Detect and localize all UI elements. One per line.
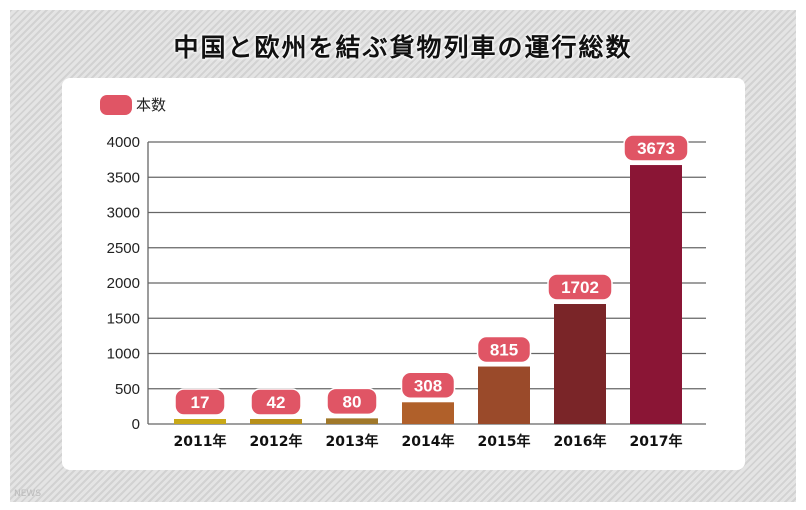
bar <box>630 165 682 424</box>
y-tick-label: 1500 <box>107 310 140 327</box>
data-label-pill <box>326 387 378 416</box>
data-label: 1702 <box>561 278 599 297</box>
bar <box>250 419 302 424</box>
data-label: 3673 <box>637 139 675 158</box>
y-tick-label: 3000 <box>107 205 140 222</box>
legend-swatch <box>100 94 132 115</box>
data-label-pill <box>400 371 456 400</box>
y-tick-label: 1000 <box>107 346 140 363</box>
watermark: NEWS <box>14 489 42 499</box>
bar <box>478 366 530 424</box>
y-tick-label: 4000 <box>107 134 140 151</box>
data-label: 308 <box>414 376 442 395</box>
data-label-pill <box>547 273 613 301</box>
y-tick-label: 3500 <box>107 169 140 186</box>
data-label-pill <box>174 388 226 416</box>
x-tick-label: 2013年 <box>326 433 379 450</box>
bar <box>402 402 454 424</box>
bar <box>554 304 606 424</box>
data-label-pill <box>623 134 689 162</box>
x-tick-label: 2016年 <box>554 433 607 450</box>
data-label-pill <box>250 388 302 416</box>
y-tick-label: 0 <box>132 416 140 433</box>
x-tick-label: 2011年 <box>174 433 227 450</box>
data-label: 815 <box>490 341 518 360</box>
y-tick-label: 2000 <box>107 275 140 292</box>
bar <box>174 419 226 424</box>
data-label-pill <box>476 335 532 364</box>
legend: 本数 <box>100 94 166 115</box>
data-label: 42 <box>267 393 286 412</box>
x-tick-label: 2012年 <box>250 433 303 450</box>
chart-title: 中国と欧州を結ぶ貨物列車の運行総数 <box>173 33 633 62</box>
y-tick-label: 2500 <box>107 240 140 257</box>
data-label: 80 <box>343 392 362 411</box>
data-label: 17 <box>191 393 210 412</box>
x-tick-label: 2017年 <box>630 433 683 450</box>
bar <box>326 418 378 424</box>
x-tick-label: 2014年 <box>402 433 455 450</box>
y-tick-label: 500 <box>115 381 140 398</box>
x-tick-label: 2015年 <box>478 433 531 450</box>
legend-label: 本数 <box>136 96 167 114</box>
